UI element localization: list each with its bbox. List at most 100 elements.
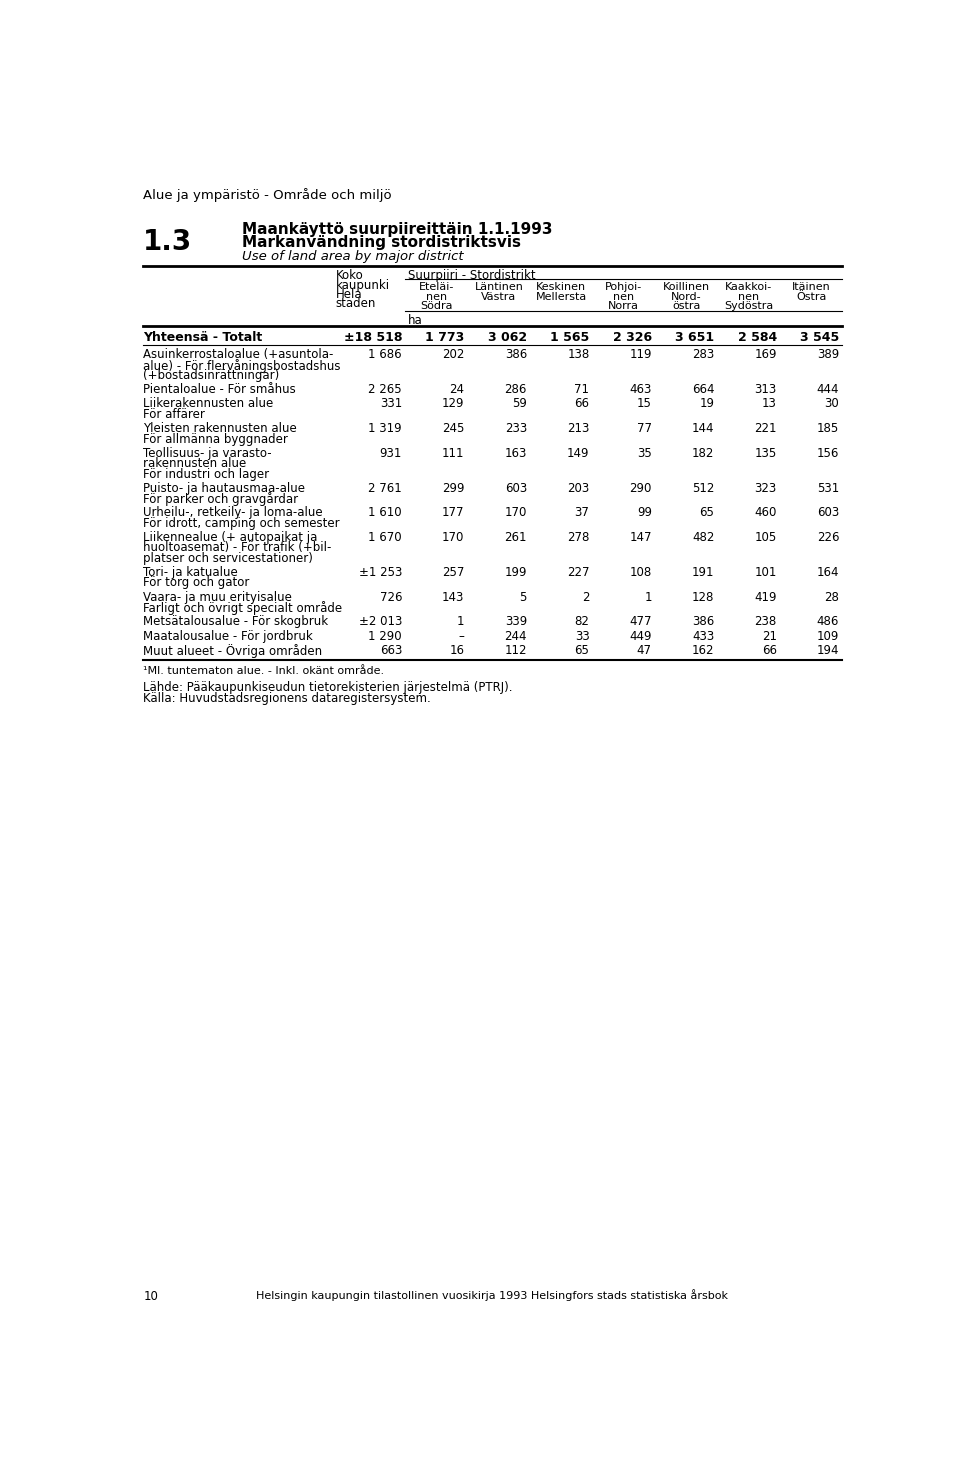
Text: 47: 47: [636, 644, 652, 657]
Text: 663: 663: [380, 644, 402, 657]
Text: 486: 486: [817, 615, 839, 628]
Text: 19: 19: [699, 397, 714, 411]
Text: östra: östra: [672, 301, 701, 311]
Text: Markanvändning stordistriktsvis: Markanvändning stordistriktsvis: [243, 235, 521, 250]
Text: 13: 13: [762, 397, 777, 411]
Text: 449: 449: [630, 630, 652, 643]
Text: Keskinen: Keskinen: [537, 282, 587, 292]
Text: 156: 156: [817, 447, 839, 460]
Text: 191: 191: [692, 565, 714, 579]
Text: För torg och gator: För torg och gator: [143, 577, 250, 589]
Text: Alue ja ympäristö - Område och miljö: Alue ja ympäristö - Område och miljö: [143, 187, 392, 202]
Text: Södra: Södra: [420, 301, 453, 311]
Text: 101: 101: [755, 565, 777, 579]
Text: 1 773: 1 773: [425, 330, 465, 343]
Text: För idrott, camping och semester: För idrott, camping och semester: [143, 517, 340, 530]
Text: 16: 16: [449, 644, 465, 657]
Text: Hela: Hela: [335, 288, 362, 301]
Text: Västra: Västra: [481, 292, 516, 301]
Text: 278: 278: [567, 530, 589, 543]
Text: 77: 77: [636, 422, 652, 435]
Text: 1: 1: [457, 615, 465, 628]
Text: För industri och lager: För industri och lager: [143, 468, 270, 481]
Text: 24: 24: [449, 383, 465, 396]
Text: 109: 109: [817, 630, 839, 643]
Text: 169: 169: [755, 348, 777, 361]
Text: 323: 323: [755, 482, 777, 495]
Text: 286: 286: [505, 383, 527, 396]
Text: 163: 163: [505, 447, 527, 460]
Text: 433: 433: [692, 630, 714, 643]
Text: 1 686: 1 686: [369, 348, 402, 361]
Text: rakennusten alue: rakennusten alue: [143, 457, 247, 470]
Text: Liikennealue (+ autopaikat ja: Liikennealue (+ autopaikat ja: [143, 530, 318, 543]
Text: nen: nen: [426, 292, 447, 301]
Text: 65: 65: [574, 644, 589, 657]
Text: 2 265: 2 265: [369, 383, 402, 396]
Text: Pientaloalue - För småhus: Pientaloalue - För småhus: [143, 383, 296, 396]
Text: 313: 313: [755, 383, 777, 396]
Text: 331: 331: [380, 397, 402, 411]
Text: kaupunki: kaupunki: [335, 279, 390, 292]
Text: ¹Ml. tuntematon alue. - Inkl. okänt område.: ¹Ml. tuntematon alue. - Inkl. okänt områ…: [143, 666, 384, 676]
Text: 244: 244: [505, 630, 527, 643]
Text: 144: 144: [692, 422, 714, 435]
Text: 2 326: 2 326: [612, 330, 652, 343]
Text: 147: 147: [630, 530, 652, 543]
Text: För affärer: För affärer: [143, 408, 205, 421]
Text: Use of land area by major district: Use of land area by major district: [243, 250, 464, 263]
Text: 531: 531: [817, 482, 839, 495]
Text: 603: 603: [817, 507, 839, 520]
Text: 226: 226: [817, 530, 839, 543]
Text: 143: 143: [443, 590, 465, 603]
Text: nen: nen: [613, 292, 635, 301]
Text: Pohjoi-: Pohjoi-: [605, 282, 642, 292]
Text: Maankäyttö suurpiireittäin 1.1.1993: Maankäyttö suurpiireittäin 1.1.1993: [243, 222, 553, 237]
Text: 15: 15: [637, 397, 652, 411]
Text: 182: 182: [692, 447, 714, 460]
Text: 2: 2: [582, 590, 589, 603]
Text: alue) - För flervåningsbostadshus: alue) - För flervåningsbostadshus: [143, 358, 341, 373]
Text: Tori- ja katualue: Tori- ja katualue: [143, 565, 238, 579]
Text: Kaakkoi-: Kaakkoi-: [725, 282, 772, 292]
Text: 931: 931: [380, 447, 402, 460]
Text: 185: 185: [817, 422, 839, 435]
Text: 108: 108: [630, 565, 652, 579]
Text: Liikerakennusten alue: Liikerakennusten alue: [143, 397, 274, 411]
Text: 460: 460: [755, 507, 777, 520]
Text: 1 610: 1 610: [369, 507, 402, 520]
Text: 419: 419: [755, 590, 777, 603]
Text: Sydöstra: Sydöstra: [724, 301, 773, 311]
Text: 3 062: 3 062: [488, 330, 527, 343]
Text: 5: 5: [519, 590, 527, 603]
Text: 2 761: 2 761: [369, 482, 402, 495]
Text: 99: 99: [636, 507, 652, 520]
Text: 65: 65: [700, 507, 714, 520]
Text: 477: 477: [630, 615, 652, 628]
Text: 257: 257: [443, 565, 465, 579]
Text: 482: 482: [692, 530, 714, 543]
Text: 138: 138: [567, 348, 589, 361]
Text: 203: 203: [567, 482, 589, 495]
Text: 726: 726: [379, 590, 402, 603]
Text: 389: 389: [817, 348, 839, 361]
Text: 3 545: 3 545: [800, 330, 839, 343]
Text: 162: 162: [692, 644, 714, 657]
Text: 149: 149: [567, 447, 589, 460]
Text: 119: 119: [630, 348, 652, 361]
Text: 299: 299: [442, 482, 465, 495]
Text: 202: 202: [443, 348, 465, 361]
Text: För allmänna byggnader: För allmänna byggnader: [143, 432, 288, 446]
Text: Mellersta: Mellersta: [536, 292, 587, 301]
Text: Eteläi-: Eteläi-: [419, 282, 454, 292]
Text: 66: 66: [574, 397, 589, 411]
Text: huoltoasemat) - För trafik (+bil-: huoltoasemat) - För trafik (+bil-: [143, 542, 331, 555]
Text: 66: 66: [761, 644, 777, 657]
Text: Itäinen: Itäinen: [792, 282, 830, 292]
Text: 1 565: 1 565: [550, 330, 589, 343]
Text: 1 290: 1 290: [369, 630, 402, 643]
Text: För parker och gravgårdar: För parker och gravgårdar: [143, 492, 299, 506]
Text: Urheilu-, retkeily- ja loma-alue: Urheilu-, retkeily- ja loma-alue: [143, 507, 323, 520]
Text: Läntinen: Läntinen: [474, 282, 523, 292]
Text: Puisto- ja hautausmaa-alue: Puisto- ja hautausmaa-alue: [143, 482, 305, 495]
